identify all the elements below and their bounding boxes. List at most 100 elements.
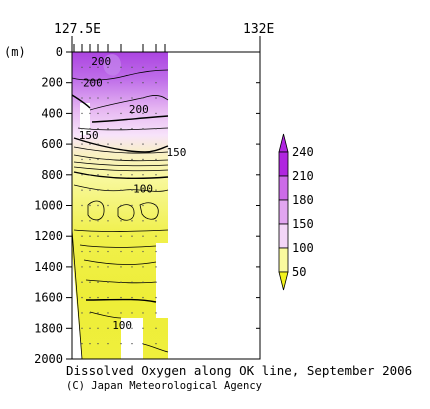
sample-dot (131, 189, 133, 191)
sample-dot (89, 128, 91, 130)
sample-dot (107, 250, 109, 253)
contour-label: 200 (91, 55, 111, 68)
sample-dot (131, 235, 133, 237)
sample-dot (89, 189, 91, 191)
colorbar-arrow-bottom (278, 271, 289, 291)
sample-dot (81, 296, 83, 299)
contour-label: 150 (167, 146, 187, 159)
sample-dot (131, 327, 133, 329)
sample-dot (142, 112, 144, 115)
sample-dot (81, 250, 83, 253)
sample-dot (155, 82, 157, 84)
sample-dot (89, 143, 91, 145)
sample-dot (107, 112, 109, 115)
sample-dot (131, 250, 133, 253)
colorbar-segment (278, 223, 289, 249)
sample-dot (155, 189, 157, 191)
sample-dot (142, 342, 144, 345)
sample-dot (97, 112, 99, 115)
sample-dot (89, 296, 91, 299)
sample-dot (131, 312, 133, 314)
contour-line (139, 202, 159, 220)
sample-dot (107, 327, 109, 329)
sample-dot (131, 266, 133, 268)
sample-dot (155, 235, 157, 237)
sample-dot (81, 220, 83, 222)
sample-dot (107, 312, 109, 314)
sample-dot (81, 82, 83, 84)
sample-dot (89, 250, 91, 253)
sample-dot (155, 281, 157, 283)
sample-dot (120, 327, 122, 329)
sample-dot (142, 158, 144, 161)
sample-dot (142, 174, 144, 176)
sample-dot (107, 143, 109, 145)
contour-line (73, 154, 169, 162)
sample-dot (97, 220, 99, 222)
colorbar-arrow-top (278, 133, 289, 153)
sample-dot (120, 235, 122, 237)
contour-line (87, 200, 105, 221)
sample-dot (107, 174, 109, 176)
sample-dot (81, 235, 83, 237)
sample-dot (120, 82, 122, 84)
sample-dot (81, 97, 83, 99)
sample-dot (131, 204, 133, 207)
sample-dot (131, 296, 133, 299)
sample-dot (120, 66, 122, 69)
contour-line (73, 166, 169, 172)
sample-dot (142, 189, 144, 191)
sample-dot (120, 296, 122, 299)
contour-line (72, 69, 169, 81)
sample-dot (120, 189, 122, 191)
sample-dot (97, 97, 99, 99)
y-tick-label: 1000 (34, 199, 63, 213)
sample-dot (89, 220, 91, 222)
chart-title: Dissolved Oxygen along OK line, Septembe… (66, 363, 412, 378)
contour-line (85, 279, 157, 284)
sample-dot (155, 66, 157, 69)
contour-line (83, 259, 157, 265)
x-tick-label-left: 127.5E (54, 22, 101, 37)
colorbar-label: 180 (292, 193, 314, 207)
colorbar-label: 150 (292, 217, 314, 231)
sample-dot (155, 266, 157, 268)
sample-dot (81, 281, 83, 283)
contour-label: 200 (129, 103, 149, 116)
sample-dot (97, 327, 99, 329)
contour-label: 200 (83, 77, 103, 90)
y-axis-unit: (m) (4, 45, 26, 59)
contour-line (89, 95, 169, 111)
contour-lines (72, 69, 169, 353)
contour-label: 100 (112, 319, 132, 332)
sample-dot (131, 174, 133, 176)
sample-dot (89, 112, 91, 115)
sample-dot (89, 281, 91, 283)
y-tick-label: 200 (41, 76, 63, 90)
sample-dot (131, 342, 133, 345)
sample-dot (155, 342, 157, 345)
sample-dot (142, 97, 144, 99)
sample-dot (155, 204, 157, 207)
sample-dot (81, 128, 83, 130)
sample-dot (89, 312, 91, 314)
surface-maximum (103, 54, 122, 76)
colorbar-label: 50 (292, 265, 306, 279)
sample-dot (120, 128, 122, 130)
sample-dot (97, 342, 99, 345)
contour-line (117, 204, 135, 221)
y-tick-label: 1400 (34, 260, 63, 274)
sample-dot (142, 204, 144, 207)
colorbar-segment (278, 247, 289, 273)
sample-dot (142, 296, 144, 299)
sample-dot (97, 296, 99, 299)
credit-text: (C) Japan Meteorological Agency (66, 380, 262, 392)
sample-dot (89, 235, 91, 237)
colorbar-label: 210 (292, 169, 314, 183)
sample-dot (131, 128, 133, 130)
colorbar-label: 100 (292, 241, 314, 255)
sample-dot (89, 66, 91, 69)
sample-dot (120, 97, 122, 99)
sample-dot (155, 250, 157, 253)
